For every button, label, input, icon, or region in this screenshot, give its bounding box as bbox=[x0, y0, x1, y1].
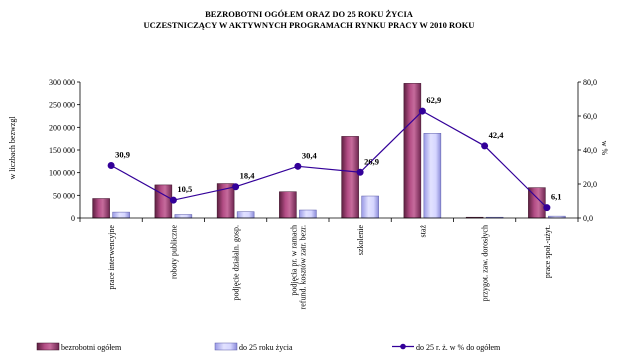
y-tick-label-4: 200 000 bbox=[49, 123, 75, 132]
x-tick-label-6-0: przygot. zaw. dorosłych bbox=[481, 225, 490, 301]
y-tick-label-0: 0 bbox=[71, 214, 75, 223]
data-label-7: 6,1 bbox=[551, 192, 562, 202]
line-point-6 bbox=[481, 142, 489, 150]
axes-layer: 0 50 000 100 000 150 000 200 000 250 000 300 0… bbox=[49, 78, 597, 309]
data-label-0: 30,9 bbox=[115, 149, 130, 159]
legend-swatch-1 bbox=[214, 342, 238, 351]
y2-tick-label-0: 0,0 bbox=[583, 214, 593, 223]
x-tick-label-group-5: staż bbox=[418, 225, 427, 238]
line-series-path bbox=[110, 110, 548, 209]
x-tick-label-group-6: przygot. zaw. dorosłych bbox=[481, 225, 490, 301]
bar-youth-5 bbox=[423, 133, 442, 219]
data-label-5: 62,9 bbox=[426, 95, 441, 105]
legend-marker-2 bbox=[400, 343, 406, 350]
line-point-3 bbox=[294, 162, 302, 170]
labels-layer: 30,9 10,5 18,4 30,4 26,9 62,9 42,4 6,1 bbox=[115, 95, 561, 202]
line-point-1 bbox=[169, 196, 177, 204]
x-tick-label-3-0: podjęcia pr. w ramach bbox=[289, 225, 298, 296]
y2-axis-label: w % bbox=[600, 141, 609, 156]
x-tick-label-4-0: szkolenie bbox=[356, 225, 365, 256]
x-tick-label-group-1: roboty publiczne bbox=[169, 225, 178, 279]
line-point-5 bbox=[418, 107, 426, 115]
bar-total-5 bbox=[403, 83, 422, 219]
bar-total-1 bbox=[154, 184, 173, 219]
bar-youth-0 bbox=[112, 211, 130, 219]
bar-youth-1 bbox=[174, 214, 193, 219]
legend-label-2: do 25 r. ż. w % do ogółem bbox=[416, 343, 501, 352]
line-point-0 bbox=[107, 161, 115, 169]
y2-tick-label-2: 40,0 bbox=[583, 146, 597, 155]
bar-total-0 bbox=[92, 198, 110, 219]
data-label-4: 26,9 bbox=[364, 156, 379, 166]
y-axis-label: w liczbach bezwzgl bbox=[8, 116, 17, 180]
legend-swatch-0 bbox=[36, 342, 60, 351]
x-tick-label-5-0: staż bbox=[418, 225, 427, 238]
y-tick-label-3: 150 000 bbox=[49, 146, 75, 155]
line-layer bbox=[107, 107, 551, 212]
bar-youth-2 bbox=[236, 211, 255, 219]
bars-layer bbox=[92, 83, 566, 219]
x-tick-label-1-0: roboty publiczne bbox=[169, 225, 178, 279]
line-point-7 bbox=[543, 204, 551, 212]
x-tick-label-0-0: prace interwencyjne bbox=[107, 225, 116, 290]
chart-title: BEZROBOTNI OGÓŁEM ORAZ DO 25 ROKU ŻYCIA bbox=[205, 9, 414, 19]
x-tick-label-group-7: prace społ.-użyt. bbox=[543, 225, 552, 278]
bar-youth-4 bbox=[361, 195, 379, 219]
x-tick-label-2-0: podjęcie działaln. gosp. bbox=[232, 225, 241, 301]
bar-youth-3 bbox=[299, 209, 317, 219]
bar-total-3 bbox=[279, 191, 297, 219]
x-tick-label-group-0: prace interwencyjne bbox=[107, 225, 116, 290]
data-label-2: 18,4 bbox=[240, 171, 256, 181]
y-tick-label-5: 250 000 bbox=[49, 101, 75, 110]
x-tick-label-group-2: podjęcie działaln. gosp. bbox=[232, 225, 241, 301]
y2-tick-label-3: 60,0 bbox=[583, 112, 597, 121]
chart-subtitle: UCZESTNICZĄCY W AKTYWNYCH PROGRAMACH RYN… bbox=[144, 20, 475, 30]
y2-tick-label-4: 80,0 bbox=[583, 78, 597, 87]
legend: bezrobotni ogółem do 25 roku życia do 25 r… bbox=[36, 342, 501, 352]
data-label-1: 10,5 bbox=[177, 184, 192, 194]
y-tick-label-2: 100 000 bbox=[49, 169, 75, 178]
y2-tick-label-1: 20,0 bbox=[583, 180, 597, 189]
x-tick-label-3-1: refund. kosztów zatr. bezr. bbox=[298, 225, 307, 309]
legend-label-1: do 25 roku życia bbox=[239, 343, 293, 352]
legend-label-0: bezrobotni ogółem bbox=[61, 343, 122, 352]
y-tick-label-1: 50 000 bbox=[53, 191, 75, 200]
y-tick-label-6: 300 000 bbox=[49, 78, 75, 87]
x-tick-label-group-4: szkolenie bbox=[356, 225, 365, 256]
line-point-4 bbox=[356, 168, 364, 176]
line-point-2 bbox=[232, 183, 240, 191]
data-label-6: 42,4 bbox=[489, 130, 505, 140]
bar-total-4 bbox=[341, 136, 359, 219]
x-tick-label-group-3: podjęcia pr. w ramach refund. kosztów zat… bbox=[289, 225, 307, 309]
x-tick-label-7-0: prace społ.-użyt. bbox=[543, 225, 552, 278]
data-label-3: 30,4 bbox=[302, 150, 318, 160]
